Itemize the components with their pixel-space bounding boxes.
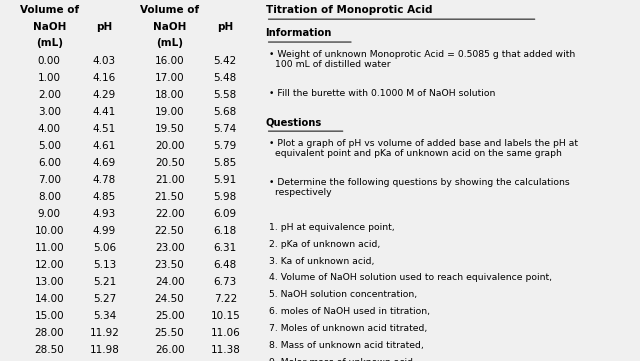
Text: 1. pH at equivalence point,: 1. pH at equivalence point, bbox=[269, 223, 394, 232]
Text: 5.27: 5.27 bbox=[93, 294, 116, 304]
Text: 7. Moles of unknown acid titrated,: 7. Moles of unknown acid titrated, bbox=[269, 325, 427, 334]
Text: 3. Ka of unknown acid,: 3. Ka of unknown acid, bbox=[269, 257, 374, 266]
Text: 5.21: 5.21 bbox=[93, 277, 116, 287]
Text: 19.50: 19.50 bbox=[155, 124, 184, 134]
Text: 2.00: 2.00 bbox=[38, 90, 61, 100]
Text: 4. Volume of NaOH solution used to reach equivalence point,: 4. Volume of NaOH solution used to reach… bbox=[269, 274, 552, 283]
Text: 5.58: 5.58 bbox=[214, 90, 237, 100]
Text: pH: pH bbox=[96, 22, 113, 31]
Text: 10.00: 10.00 bbox=[35, 226, 64, 236]
Text: 7.22: 7.22 bbox=[214, 294, 237, 304]
Text: 4.61: 4.61 bbox=[93, 141, 116, 151]
Text: 4.29: 4.29 bbox=[93, 90, 116, 100]
Text: (mL): (mL) bbox=[36, 38, 63, 48]
Text: 8. Mass of unknown acid titrated,: 8. Mass of unknown acid titrated, bbox=[269, 342, 424, 351]
Text: 28.00: 28.00 bbox=[35, 328, 64, 338]
Text: 15.00: 15.00 bbox=[35, 311, 64, 321]
Text: 5. NaOH solution concentration,: 5. NaOH solution concentration, bbox=[269, 291, 417, 300]
Text: 6.48: 6.48 bbox=[214, 260, 237, 270]
Text: • Weight of unknown Monoprotic Acid = 0.5085 g that added with
  100 mL of disti: • Weight of unknown Monoprotic Acid = 0.… bbox=[269, 49, 575, 69]
Text: 21.50: 21.50 bbox=[155, 192, 184, 202]
Text: Volume of: Volume of bbox=[140, 5, 199, 16]
Text: 5.42: 5.42 bbox=[214, 56, 237, 66]
Text: 5.68: 5.68 bbox=[214, 107, 237, 117]
Text: NaOH: NaOH bbox=[33, 22, 66, 31]
Text: 9.00: 9.00 bbox=[38, 209, 61, 219]
Text: 23.50: 23.50 bbox=[155, 260, 184, 270]
Text: 7.00: 7.00 bbox=[38, 175, 61, 185]
Text: 24.50: 24.50 bbox=[155, 294, 184, 304]
Text: 4.03: 4.03 bbox=[93, 56, 116, 66]
Text: Questions: Questions bbox=[266, 117, 322, 127]
Text: 4.16: 4.16 bbox=[93, 73, 116, 83]
Text: 9. Molar mass of unknown acid: 9. Molar mass of unknown acid bbox=[269, 358, 413, 361]
Text: (mL): (mL) bbox=[156, 38, 183, 48]
Text: 10.15: 10.15 bbox=[211, 311, 240, 321]
Text: 4.69: 4.69 bbox=[93, 158, 116, 168]
Text: 6.73: 6.73 bbox=[214, 277, 237, 287]
Text: 20.50: 20.50 bbox=[155, 158, 184, 168]
Text: 28.50: 28.50 bbox=[35, 345, 64, 355]
Text: 24.00: 24.00 bbox=[155, 277, 184, 287]
Text: 5.06: 5.06 bbox=[93, 243, 116, 253]
Text: 6.31: 6.31 bbox=[214, 243, 237, 253]
Text: 5.13: 5.13 bbox=[93, 260, 116, 270]
Text: 5.00: 5.00 bbox=[38, 141, 61, 151]
Text: Information: Information bbox=[266, 28, 332, 38]
Text: • Fill the burette with 0.1000 M of NaOH solution: • Fill the burette with 0.1000 M of NaOH… bbox=[269, 88, 495, 97]
Text: 5.34: 5.34 bbox=[93, 311, 116, 321]
Text: 1.00: 1.00 bbox=[38, 73, 61, 83]
Text: 4.78: 4.78 bbox=[93, 175, 116, 185]
Text: 11.38: 11.38 bbox=[211, 345, 240, 355]
Text: 5.91: 5.91 bbox=[214, 175, 237, 185]
Text: 5.85: 5.85 bbox=[214, 158, 237, 168]
Text: 11.06: 11.06 bbox=[211, 328, 240, 338]
Text: 21.00: 21.00 bbox=[155, 175, 184, 185]
Text: 12.00: 12.00 bbox=[35, 260, 64, 270]
Text: NaOH: NaOH bbox=[153, 22, 186, 31]
Text: 25.00: 25.00 bbox=[155, 311, 184, 321]
Text: 4.51: 4.51 bbox=[93, 124, 116, 134]
Text: 4.85: 4.85 bbox=[93, 192, 116, 202]
Text: 16.00: 16.00 bbox=[155, 56, 184, 66]
Text: 17.00: 17.00 bbox=[155, 73, 184, 83]
Text: 6.09: 6.09 bbox=[214, 209, 237, 219]
Text: 13.00: 13.00 bbox=[35, 277, 64, 287]
Text: 6.18: 6.18 bbox=[214, 226, 237, 236]
Text: 23.00: 23.00 bbox=[155, 243, 184, 253]
Text: 6.00: 6.00 bbox=[38, 158, 61, 168]
Text: 8.00: 8.00 bbox=[38, 192, 61, 202]
Text: 18.00: 18.00 bbox=[155, 90, 184, 100]
Text: 11.92: 11.92 bbox=[90, 328, 119, 338]
Text: pH: pH bbox=[217, 22, 234, 31]
Text: 22.00: 22.00 bbox=[155, 209, 184, 219]
Text: 25.50: 25.50 bbox=[155, 328, 184, 338]
Text: 5.98: 5.98 bbox=[214, 192, 237, 202]
Text: 19.00: 19.00 bbox=[155, 107, 184, 117]
Text: 4.41: 4.41 bbox=[93, 107, 116, 117]
Text: 4.00: 4.00 bbox=[38, 124, 61, 134]
Text: 4.99: 4.99 bbox=[93, 226, 116, 236]
Text: 26.00: 26.00 bbox=[155, 345, 184, 355]
Text: 11.98: 11.98 bbox=[90, 345, 119, 355]
Text: 11.00: 11.00 bbox=[35, 243, 64, 253]
Text: 0.00: 0.00 bbox=[38, 56, 61, 66]
Text: 2. pKa of unknown acid,: 2. pKa of unknown acid, bbox=[269, 240, 380, 249]
Text: 6. moles of NaOH used in titration,: 6. moles of NaOH used in titration, bbox=[269, 308, 430, 317]
Text: Volume of: Volume of bbox=[20, 5, 79, 16]
Text: 20.00: 20.00 bbox=[155, 141, 184, 151]
Text: • Determine the following questions by showing the calculations
  respectively: • Determine the following questions by s… bbox=[269, 178, 570, 197]
Text: 5.79: 5.79 bbox=[214, 141, 237, 151]
Text: Titration of Monoprotic Acid: Titration of Monoprotic Acid bbox=[266, 5, 432, 16]
Text: • Plot a graph of pH vs volume of added base and labels the pH at
  equivalent p: • Plot a graph of pH vs volume of added … bbox=[269, 139, 578, 158]
Text: 22.50: 22.50 bbox=[155, 226, 184, 236]
Text: 4.93: 4.93 bbox=[93, 209, 116, 219]
Text: 5.74: 5.74 bbox=[214, 124, 237, 134]
Text: 5.48: 5.48 bbox=[214, 73, 237, 83]
Text: 14.00: 14.00 bbox=[35, 294, 64, 304]
Text: 3.00: 3.00 bbox=[38, 107, 61, 117]
